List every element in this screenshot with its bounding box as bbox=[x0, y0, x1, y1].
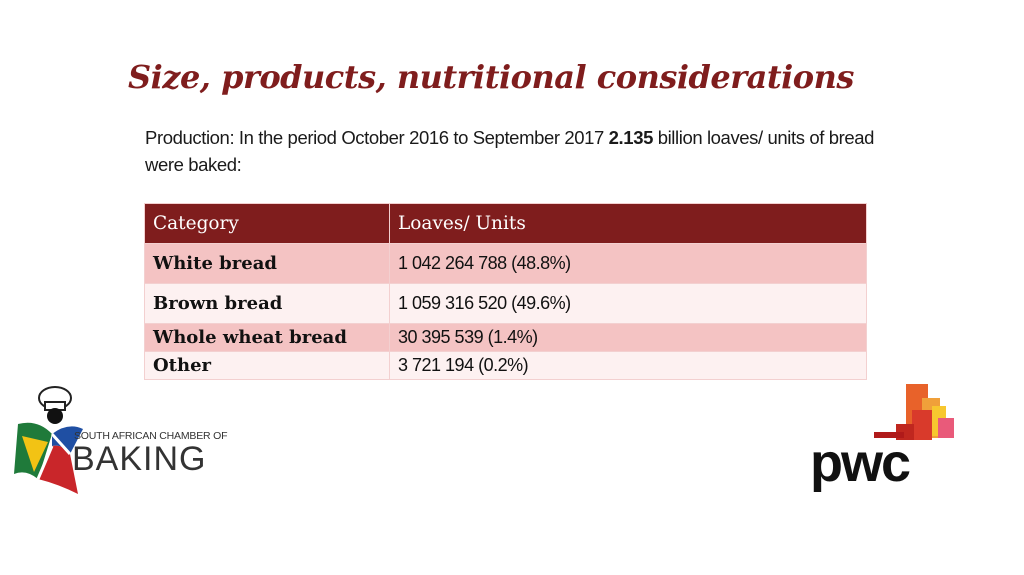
pwc-wordmark: pwc bbox=[810, 433, 911, 493]
value-cell: 3 721 194 (0.2%) bbox=[389, 351, 867, 380]
table-header-row: Category Loaves/ Units bbox=[144, 203, 867, 244]
header-category: Category bbox=[144, 203, 390, 244]
value-cell: 1 042 264 788 (48.8%) bbox=[389, 243, 867, 284]
category-cell: Other bbox=[144, 351, 390, 380]
sacb-name-line1: SOUTH AFRICAN CHAMBER OF bbox=[74, 430, 228, 442]
value-cell: 1 059 316 520 (49.6%) bbox=[389, 283, 867, 324]
table-row: Brown bread 1 059 316 520 (49.6%) bbox=[144, 283, 867, 324]
table-row: Other 3 721 194 (0.2%) bbox=[144, 351, 867, 380]
category-cell: Brown bread bbox=[144, 283, 390, 324]
intro-prefix: Production: In the period October 2016 t… bbox=[145, 127, 609, 148]
slide-title: Size, products, nutritional consideratio… bbox=[128, 58, 854, 96]
table-row: White bread 1 042 264 788 (48.8%) bbox=[144, 243, 867, 284]
table-row: Whole wheat bread 30 395 539 (1.4%) bbox=[144, 323, 867, 352]
intro-highlight: 2.135 bbox=[608, 127, 654, 148]
value-cell: 30 395 539 (1.4%) bbox=[389, 323, 867, 352]
intro-suffix: billion loaves/ units of bread were bake… bbox=[145, 127, 875, 175]
header-units: Loaves/ Units bbox=[389, 203, 867, 244]
category-cell: White bread bbox=[144, 243, 390, 284]
category-cell: Whole wheat bread bbox=[144, 323, 390, 352]
intro-paragraph: Production: In the period October 2016 t… bbox=[145, 124, 875, 178]
bread-production-table: Category Loaves/ Units White bread 1 042… bbox=[144, 203, 867, 380]
sacb-name-line2: BAKING bbox=[72, 440, 207, 478]
sacb-logo-icon bbox=[14, 386, 83, 494]
pwc-logo-icon bbox=[874, 384, 954, 440]
